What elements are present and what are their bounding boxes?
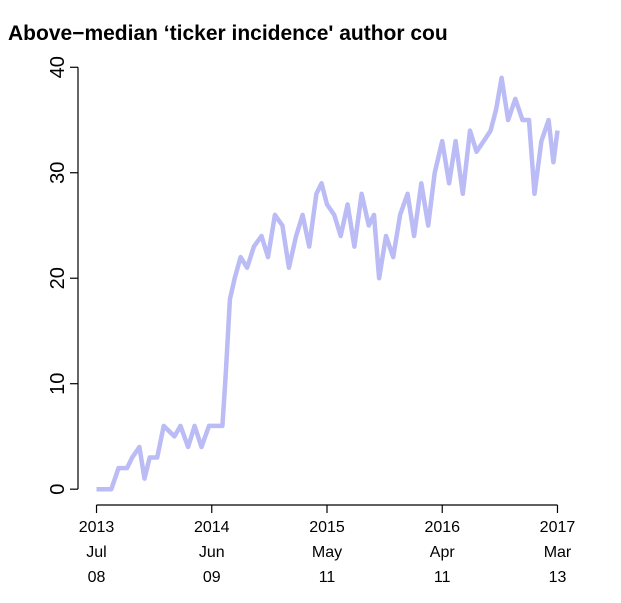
x-tick-label: 09	[203, 569, 221, 586]
x-tick-label: 08	[88, 569, 106, 586]
x-tick-label: 2015	[309, 519, 345, 536]
y-tick-label: 0	[47, 484, 69, 495]
x-tick-label: Jul	[86, 544, 106, 561]
x-tick-label: Mar	[544, 544, 572, 561]
x-tick-label: 11	[434, 569, 451, 586]
y-tick-label: 40	[47, 56, 69, 78]
x-tick-label: 13	[549, 569, 567, 586]
x-tick-label: 2017	[540, 519, 576, 536]
y-tick-label: 10	[47, 373, 69, 395]
data-line	[96, 75, 560, 492]
x-tick-label: Jun	[199, 544, 225, 561]
x-tick-label: 11	[319, 569, 336, 586]
x-tick-label: May	[312, 544, 342, 561]
x-tick-label: Apr	[430, 544, 456, 561]
x-tick-label: 2016	[424, 519, 460, 536]
chart-title: Above−median ‘ticker incidence' author c…	[8, 22, 448, 45]
x-tick-label: 2014	[194, 519, 230, 536]
y-tick-label: 30	[47, 162, 69, 184]
x-tick-label: 2013	[79, 519, 115, 536]
y-tick-label: 20	[47, 267, 69, 289]
